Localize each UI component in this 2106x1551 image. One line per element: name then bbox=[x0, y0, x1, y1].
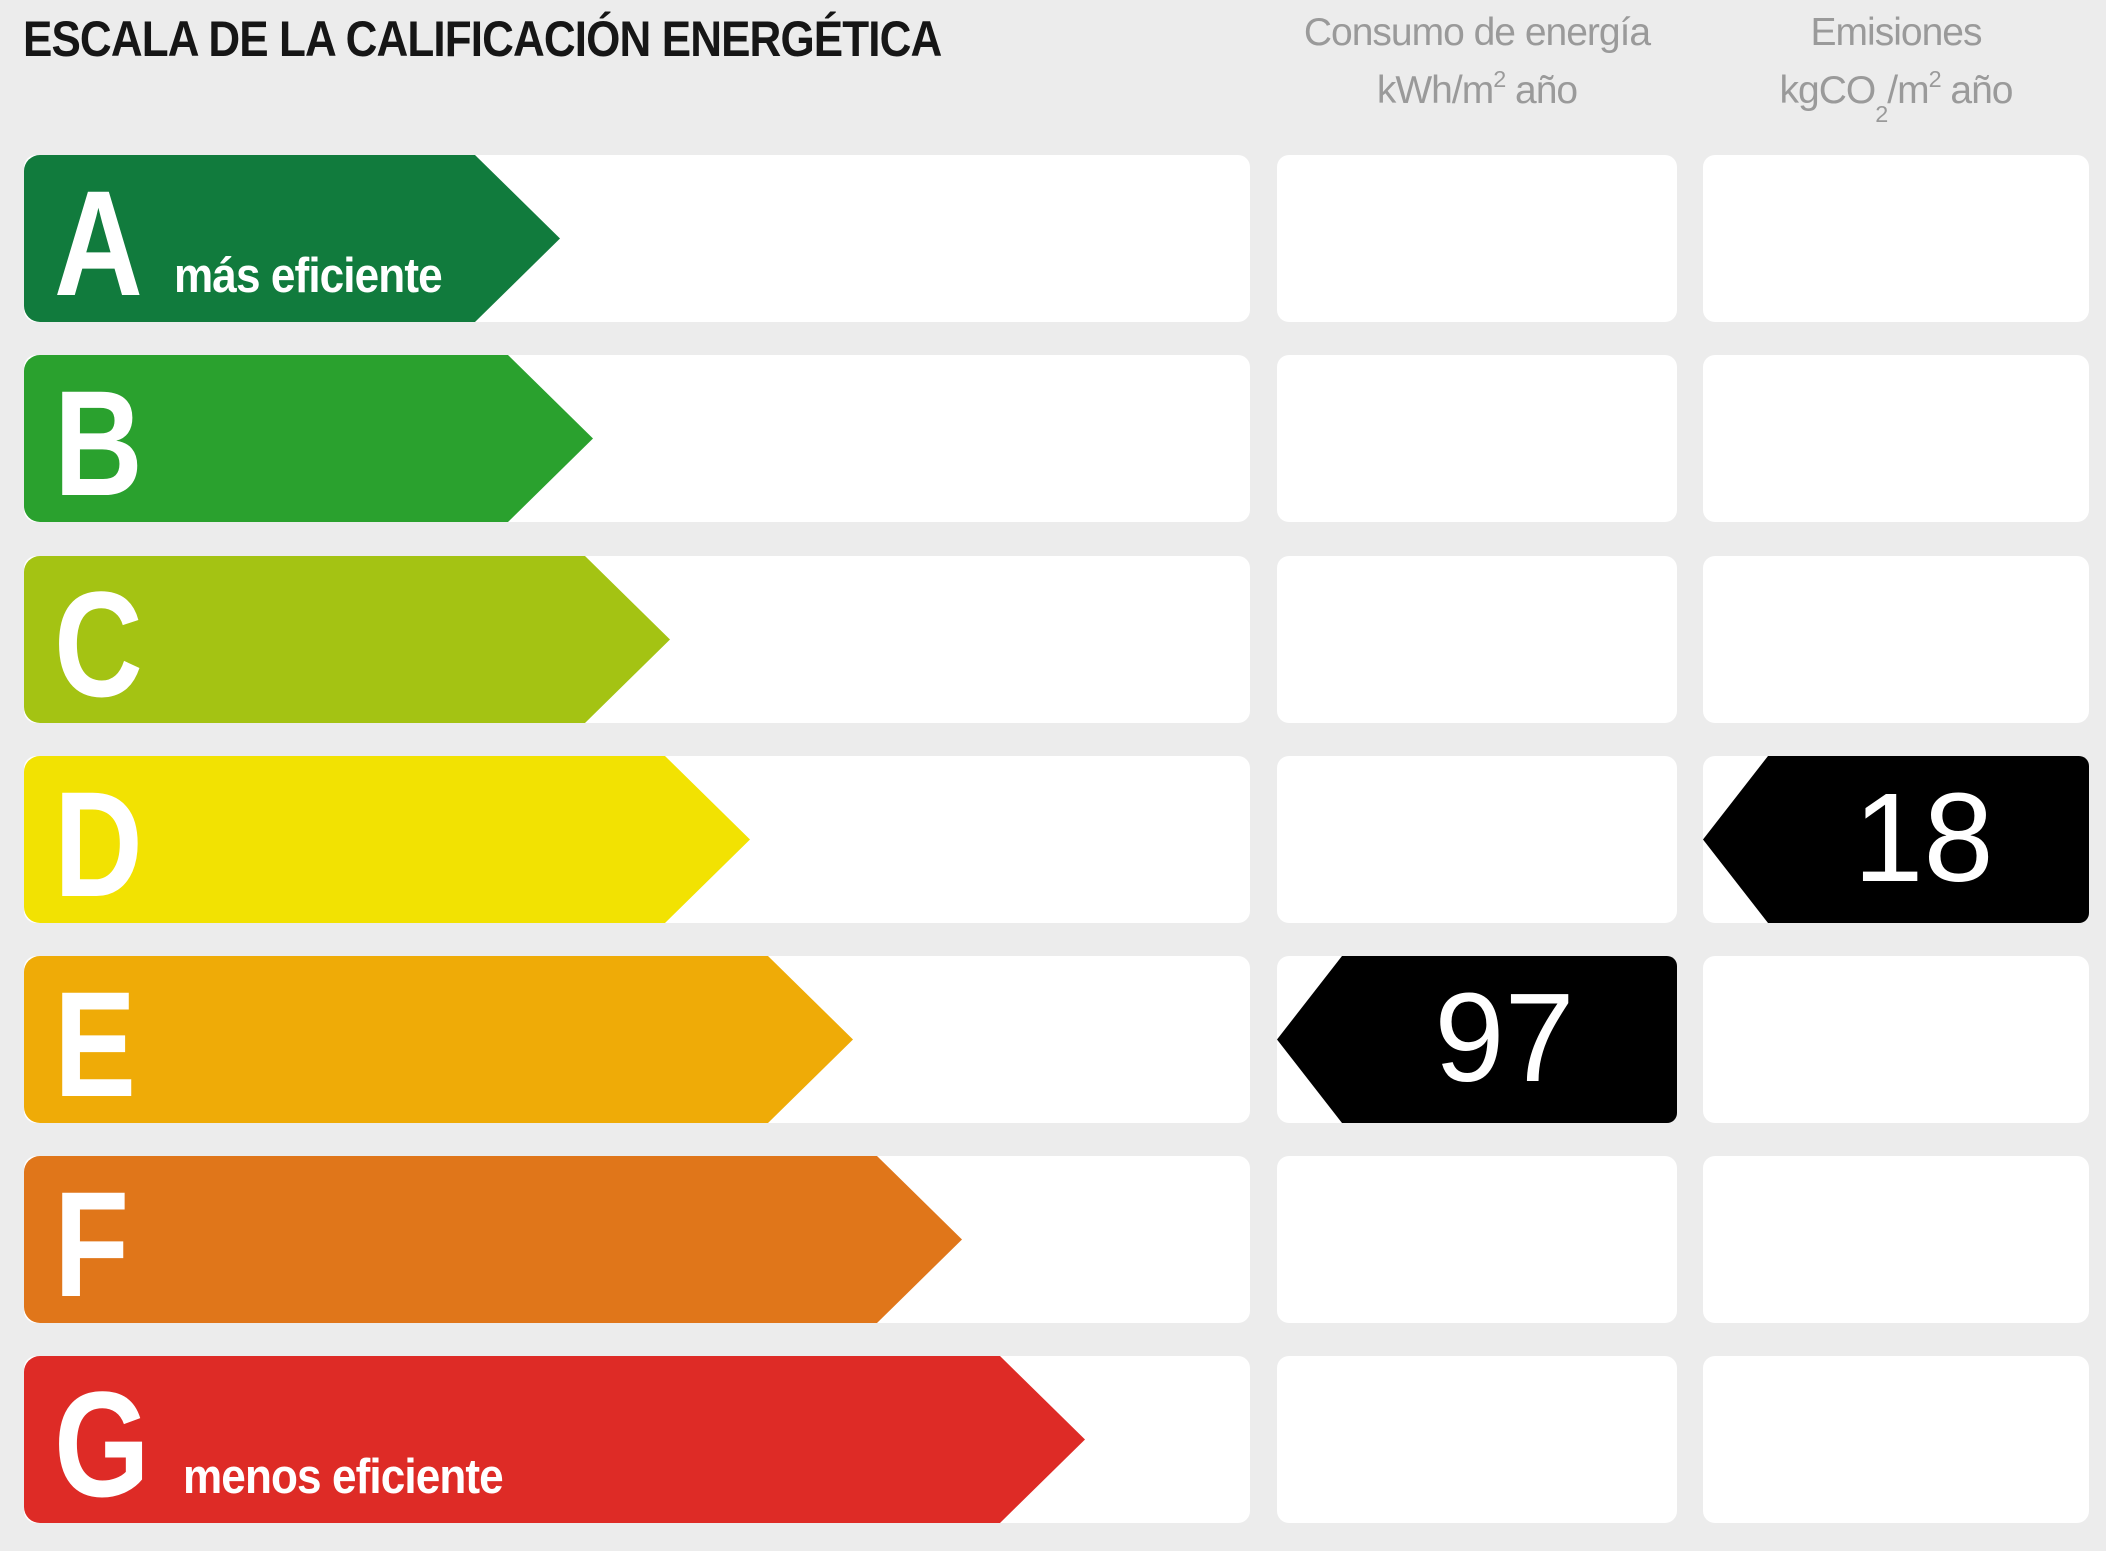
rating-row-d: D 18 bbox=[0, 756, 2106, 923]
consumo-header-unit: kWh/m2 año bbox=[1376, 66, 1578, 112]
emisiones-header-unit: kgCO2/m2 año bbox=[1779, 66, 2014, 127]
page-title: ESCALA DE LA CALIFICACIÓN ENERGÉTICA bbox=[23, 11, 942, 67]
rating-row-e: E 97 bbox=[0, 956, 2106, 1123]
consumo-cell bbox=[1277, 756, 1677, 923]
emisiones-cell bbox=[1703, 355, 2089, 522]
emisiones-header-title: Emisiones bbox=[1810, 11, 1983, 54]
rating-letter: G bbox=[54, 1359, 150, 1528]
consumo-cell bbox=[1277, 556, 1677, 723]
emisiones-cell bbox=[1703, 155, 2089, 322]
consumo-cell bbox=[1277, 1356, 1677, 1523]
consumo-cell bbox=[1277, 355, 1677, 522]
rating-bar-c: C bbox=[24, 556, 670, 723]
consumo-cell bbox=[1277, 155, 1677, 322]
rating-bar-d: D bbox=[24, 756, 750, 923]
rating-letter: F bbox=[54, 1159, 130, 1328]
rating-annotation: más eficiente bbox=[174, 249, 443, 303]
rating-bar-e: E bbox=[24, 956, 853, 1123]
column-header-emisiones: Emisiones kgCO2/m2 año bbox=[1703, 8, 2089, 129]
emisiones-cell bbox=[1703, 956, 2089, 1123]
consumo-cell bbox=[1277, 1156, 1677, 1323]
rating-bar-b: B bbox=[24, 355, 593, 522]
emisiones-cell bbox=[1703, 1356, 2089, 1523]
emisiones-cell bbox=[1703, 556, 2089, 723]
rating-letter: D bbox=[54, 759, 143, 928]
rating-letter: C bbox=[54, 559, 143, 728]
consumo-value: 97 bbox=[1434, 966, 1575, 1108]
rating-row-c: C bbox=[0, 556, 2106, 723]
emisiones-value-marker: 18 bbox=[1703, 756, 2089, 923]
rating-letter: B bbox=[54, 358, 143, 527]
emisiones-value: 18 bbox=[1853, 766, 1994, 908]
rating-row-b: B bbox=[0, 355, 2106, 522]
consumo-value-marker: 97 bbox=[1277, 956, 1677, 1123]
rating-bar-f: F bbox=[24, 1156, 962, 1323]
column-header-consumo: Consumo de energía kWh/m2 año bbox=[1277, 8, 1677, 115]
consumo-header-title: Consumo de energía bbox=[1303, 11, 1651, 54]
emisiones-cell bbox=[1703, 1156, 2089, 1323]
emisiones-cell: 18 bbox=[1703, 756, 2089, 923]
rating-annotation: menos eficiente bbox=[182, 1450, 503, 1504]
rating-row-f: F bbox=[0, 1156, 2106, 1323]
rating-letter: E bbox=[54, 959, 137, 1128]
consumo-cell: 97 bbox=[1277, 956, 1677, 1123]
rating-letter: A bbox=[54, 158, 143, 327]
